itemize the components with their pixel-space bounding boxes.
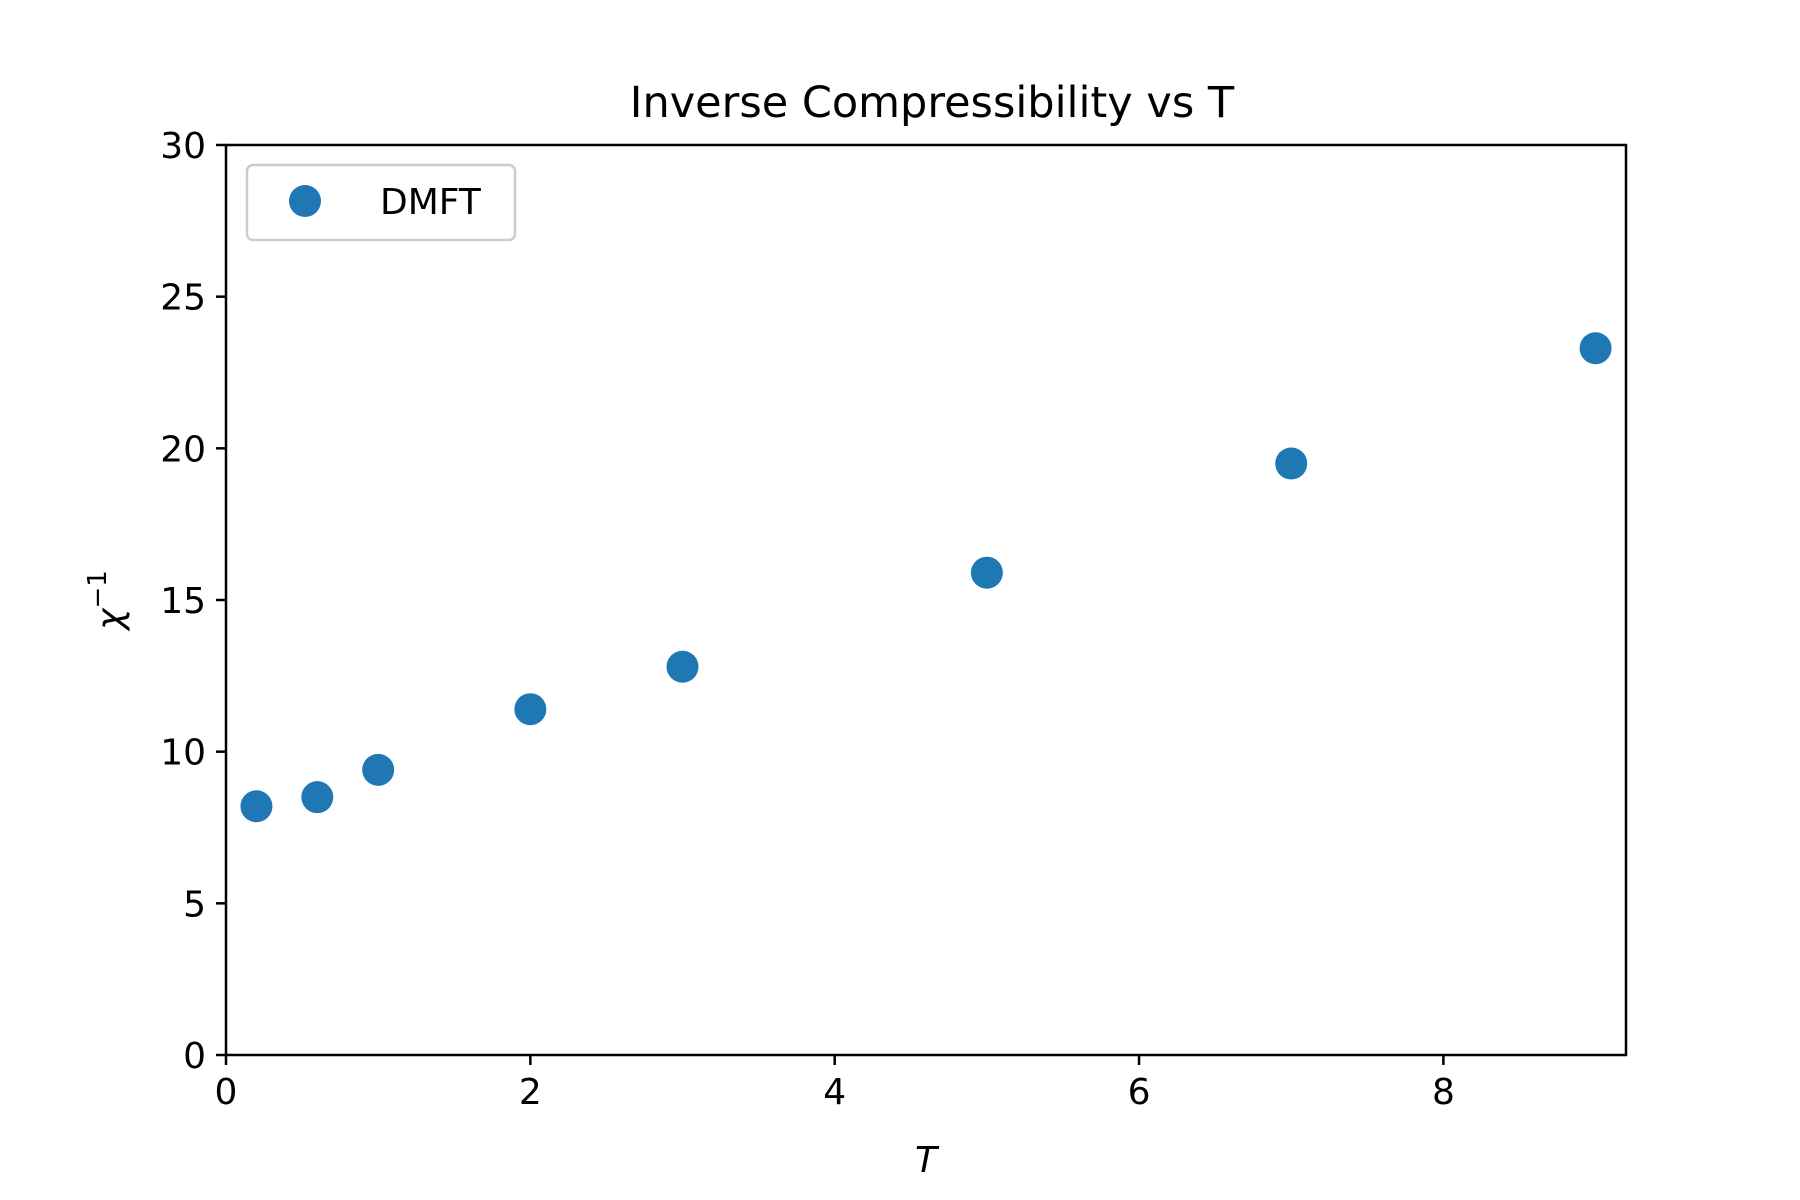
y-axis-label: χ−1 — [83, 570, 131, 632]
y-tick-label: 5 — [183, 884, 206, 925]
y-tick-label: 10 — [160, 733, 206, 774]
data-point — [1275, 447, 1308, 480]
data-point — [240, 790, 273, 823]
legend: DMFT — [245, 163, 517, 242]
chart-title: Inverse Compressibility vs T — [630, 78, 1235, 128]
y-tick-label: 25 — [160, 278, 206, 319]
y-tick-label: 0 — [183, 1036, 206, 1077]
y-tick-label: 20 — [160, 429, 206, 470]
data-points — [240, 332, 1612, 823]
x-tick-label: 2 — [519, 1072, 542, 1113]
y-axis-label-superscript: −1 — [83, 570, 113, 608]
x-tick-label: 8 — [1432, 1072, 1455, 1113]
data-point — [666, 650, 699, 683]
data-point — [1579, 332, 1612, 365]
y-tick-label: 15 — [160, 581, 206, 622]
y-tick-label: 30 — [160, 126, 206, 167]
x-axis-label: T — [915, 1140, 940, 1181]
x-tick-label: 6 — [1128, 1072, 1151, 1113]
x-tick-label: 4 — [823, 1072, 846, 1113]
legend-box — [245, 163, 517, 242]
legend-marker — [289, 185, 321, 217]
x-tick-label: 0 — [215, 1072, 238, 1113]
y-axis-label-base: χ — [90, 607, 131, 632]
data-point — [362, 753, 395, 786]
legend-label: DMFT — [380, 182, 482, 223]
data-point — [301, 781, 334, 814]
plot-frame — [224, 143, 1628, 1057]
data-point — [970, 556, 1003, 589]
y-axis-ticks: 0 5 10 15 20 25 30 — [160, 126, 226, 1077]
data-point — [514, 693, 547, 726]
x-axis-ticks: 0 2 4 6 8 — [215, 1055, 1455, 1113]
